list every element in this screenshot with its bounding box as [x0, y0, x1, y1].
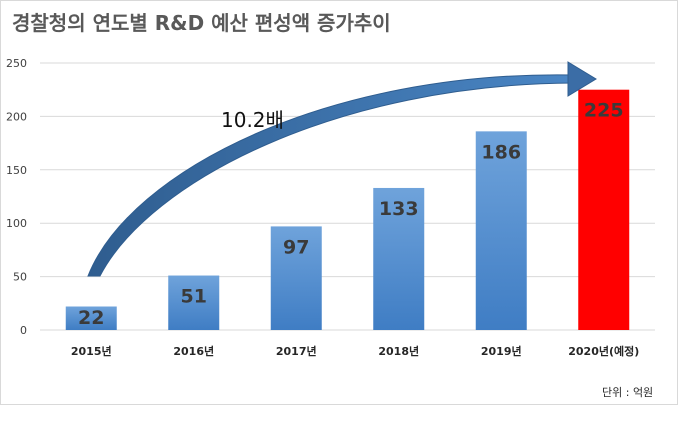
x-tick-label: 2017년 — [276, 344, 317, 358]
bars — [65, 89, 630, 330]
x-tick-label: 2016년 — [173, 344, 214, 358]
y-tick-label: 0 — [20, 324, 27, 337]
chart-title: 경찰청의 연도별 R&D 예산 편성액 증가추이 — [12, 11, 391, 35]
y-tick-label: 50 — [13, 271, 27, 284]
data-label: 97 — [283, 236, 309, 258]
y-tick-label: 100 — [6, 217, 27, 230]
x-tick-label: 2018년 — [378, 344, 419, 358]
y-tick-label: 200 — [6, 110, 27, 123]
bar-2020년(예정) — [578, 89, 630, 330]
bar-2015년 — [65, 306, 117, 330]
data-label: 225 — [584, 100, 624, 122]
data-label: 51 — [181, 286, 207, 308]
x-tick-label: 2020년(예정) — [568, 344, 639, 358]
bar-2018년 — [373, 187, 425, 330]
data-label: 133 — [379, 198, 419, 220]
bar-2019년 — [475, 131, 527, 330]
bar-2016년 — [168, 275, 220, 330]
y-tick-label: 150 — [6, 164, 27, 177]
data-label: 186 — [481, 141, 521, 163]
x-tick-label: 2015년 — [71, 344, 112, 358]
gridlines — [40, 62, 655, 331]
y-tick-label: 250 — [6, 57, 27, 70]
x-tick-label: 2019년 — [481, 344, 522, 358]
unit-note: 단위 : 억원 — [602, 386, 653, 399]
chart-frame — [0, 0, 678, 405]
growth-arrow-head — [567, 61, 597, 97]
data-labels: 22 51 97 133 186 225 — [78, 100, 624, 329]
bar-2017년 — [270, 226, 322, 330]
y-axis-ticks: 0 50 100 150 200 250 — [6, 57, 27, 337]
x-axis-labels: 2015년 2016년 2017년 2018년 2019년 2020년(예정) — [71, 344, 639, 358]
data-label: 22 — [78, 307, 104, 329]
growth-annotation: 10.2배 — [221, 108, 284, 132]
